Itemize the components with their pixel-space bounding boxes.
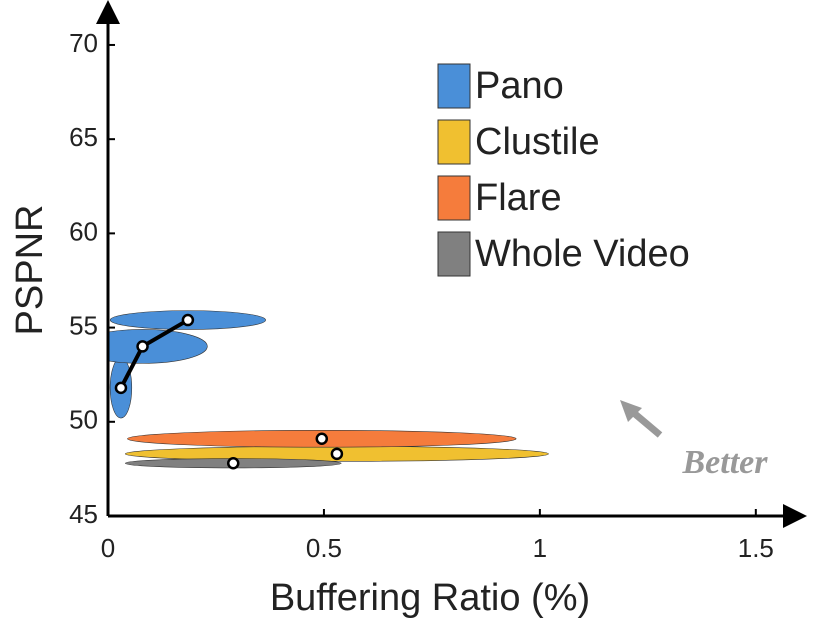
annotation: Better [682, 444, 769, 481]
x-tick-label: 0.5 [306, 533, 342, 563]
x-tick-label: 0 [101, 533, 115, 563]
y-tick-label: 45 [69, 499, 98, 529]
y-tick-label: 65 [69, 122, 98, 152]
y-tick-label: 50 [69, 405, 98, 435]
data-point [136, 340, 149, 353]
legend-label: Clustile [475, 121, 600, 163]
legend-label: Whole Video [475, 233, 690, 275]
x-axis-label: Buffering Ratio (%) [270, 577, 590, 619]
data-point [330, 447, 344, 461]
legend-swatch [437, 63, 471, 109]
spread-ellipse [108, 329, 208, 364]
y-axis-label: PSPNR [9, 205, 51, 336]
legend-swatch [437, 175, 471, 221]
legend-swatch [437, 119, 471, 165]
x-tick-label: 1 [533, 533, 547, 563]
data-point [315, 432, 329, 445]
legend-label: Flare [475, 177, 562, 219]
better-arrowhead [620, 400, 642, 422]
legend-label: Pano [475, 65, 564, 107]
data-point [114, 381, 128, 395]
legend-swatch [437, 231, 471, 277]
y-tick-label: 60 [69, 216, 98, 246]
y-tick-label: 70 [69, 28, 98, 58]
y-tick-label: 55 [69, 310, 98, 340]
x-tick-label: 1.5 [738, 533, 774, 563]
data-point [181, 313, 195, 327]
data-point [226, 456, 240, 470]
